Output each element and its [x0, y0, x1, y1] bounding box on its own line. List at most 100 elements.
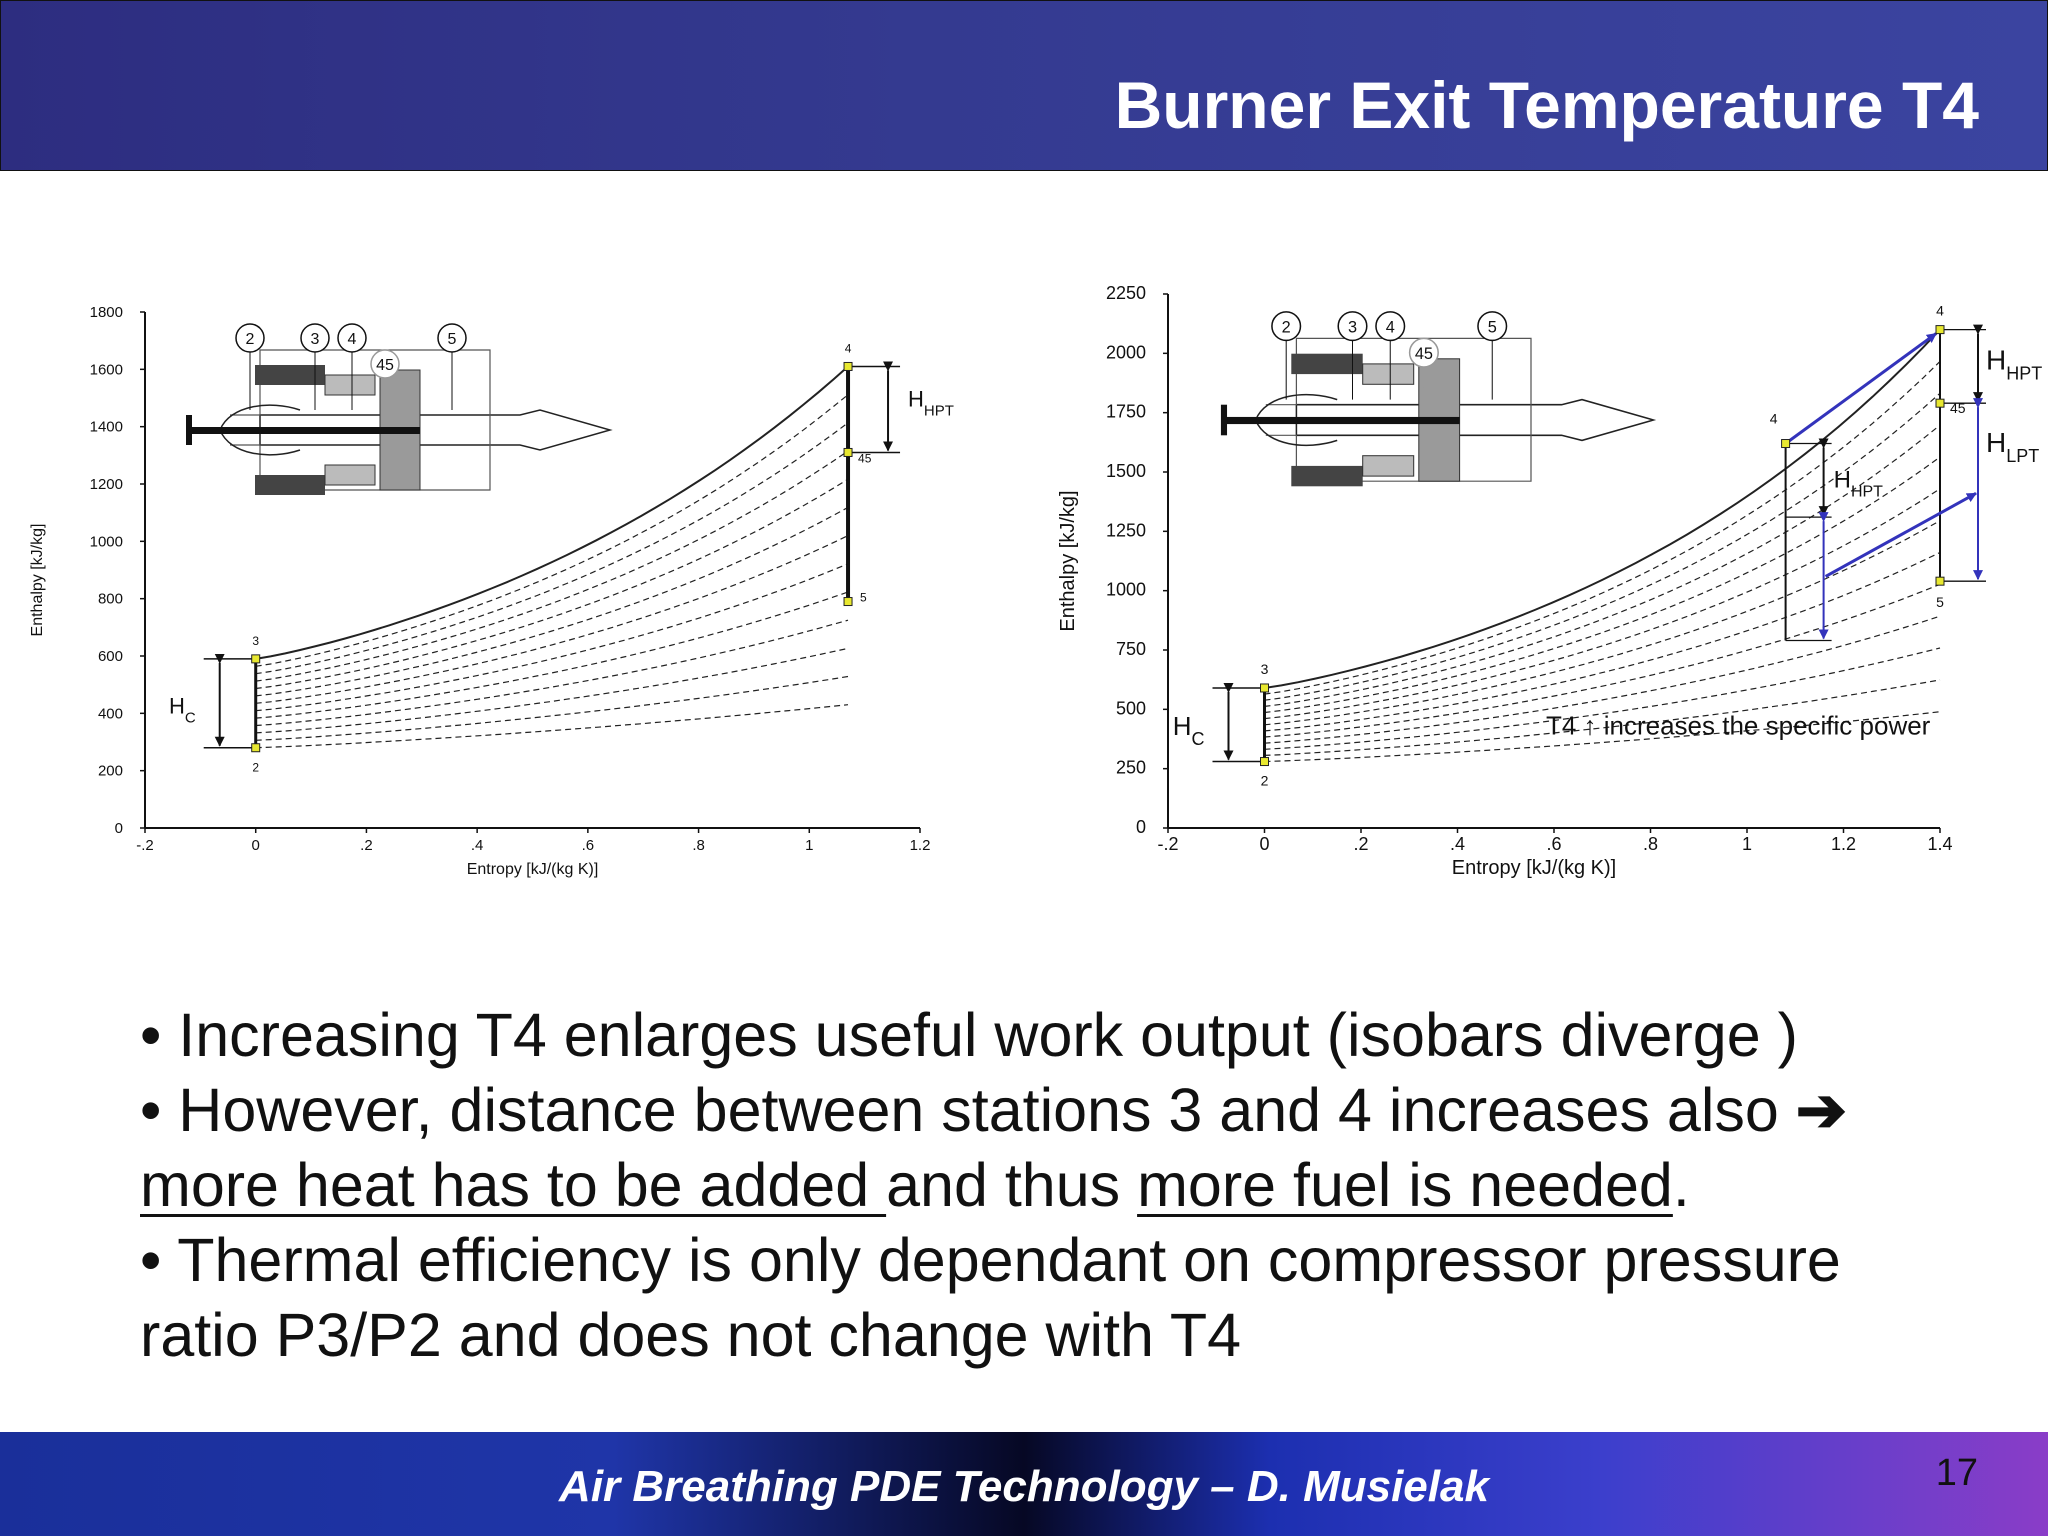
y-axis-label: Enthalpy [kJ/kg] [29, 524, 46, 637]
x-tick-label: .8 [692, 837, 705, 854]
bullet-text: • Increasing T4 enlarges useful work out… [140, 1001, 1798, 1069]
station-marker [1781, 439, 1791, 449]
station-circle-label: 5 [1488, 318, 1497, 336]
y-tick-label: 0 [1136, 817, 1146, 837]
isobar-line [255, 591, 849, 719]
station-circle [1408, 337, 1439, 368]
bullet-text: • Thermal efficiency is only dependant o… [140, 1226, 1841, 1294]
station-marker [1935, 325, 1945, 335]
y-tick-label: 2000 [1106, 342, 1146, 362]
y-tick-label: 1800 [90, 304, 123, 321]
engine-inset-icon: 2 3 4 45 5 [186, 323, 613, 495]
station-label: 3 [1261, 661, 1269, 677]
x-tick-label: .4 [471, 837, 484, 854]
y-tick-label: 1500 [1106, 461, 1146, 481]
bullet-line: more heat has to be added and thus more … [140, 1148, 1960, 1223]
y-tick-label: 1200 [90, 476, 123, 493]
right-arrow-icon: ➔ [1795, 1076, 1847, 1144]
x-tick-label: -.2 [136, 837, 154, 854]
station-circle-label: 4 [1386, 318, 1395, 336]
x-axis-label: Entropy [kJ/(kg K)] [1452, 857, 1617, 879]
bullet-text: and thus [886, 1151, 1138, 1219]
x-axis-label: Entropy [kJ/(kg K)] [467, 861, 599, 878]
station-label: 45 [858, 451, 872, 465]
isobar-line [1264, 615, 1941, 744]
page-number: 17 [1935, 1452, 1978, 1494]
bullet-line: • Thermal efficiency is only dependant o… [140, 1223, 1960, 1298]
extra-work-arrow [1824, 492, 1977, 578]
x-tick-label: 0 [1259, 834, 1269, 854]
isobar-line [255, 704, 849, 749]
y-tick-label: 1000 [1106, 580, 1146, 600]
isobar-line [1264, 392, 1941, 701]
bullet-line: ratio P3/P2 and does not change with T4 [140, 1298, 1960, 1373]
station-marker [1935, 398, 1945, 408]
isobar-line [1264, 488, 1941, 720]
isobar-line [255, 422, 849, 675]
y-tick-label: 2250 [1106, 283, 1146, 303]
isobar-line [255, 535, 849, 704]
station-label: 45 [1950, 400, 1966, 416]
y-tick-label: 250 [1116, 758, 1146, 778]
station-label: 3 [252, 634, 259, 648]
hs-diagrams: -.2 0 .2 .4 .6 .8 1 1.2 0 2 0 0 400 600 800 1000 1200 140… [29, 283, 2042, 879]
y-tick-label: 400 [98, 705, 123, 722]
isobar-line [255, 450, 849, 682]
isobar-line [255, 563, 849, 712]
hc-label: HC [169, 693, 196, 726]
bullet-text: . [1672, 1151, 1690, 1219]
x-tick-label: .6 [1546, 834, 1561, 854]
bullet-text: more fuel is needed [1137, 1151, 1673, 1219]
y-tick-label: 1400 [90, 419, 123, 436]
hhpt-label: HHPT [1986, 345, 2042, 384]
station-circle-label: 3 [311, 331, 320, 348]
station-label: 2 [252, 761, 259, 775]
x-tick-label: 1 [805, 837, 813, 854]
y-tick-label: 0 [115, 820, 123, 837]
station-marker [843, 597, 853, 607]
isobar-line [255, 647, 849, 734]
bullet-text: ratio P3/P2 and does not change with T4 [140, 1301, 1242, 1369]
isobar-line [1264, 520, 1941, 726]
isobar-line [255, 394, 849, 667]
note-text: T4 ↑ increases the specific power [1546, 710, 1931, 740]
station-label: 5 [1936, 594, 1944, 610]
station-marker [251, 743, 261, 753]
isobar-line [255, 478, 849, 690]
x-tick-label: 1.4 [1927, 834, 1952, 854]
y-tick-label: 600 [98, 648, 123, 665]
x-tick-label: 1.2 [910, 837, 931, 854]
station-marker [1260, 757, 1269, 767]
y-tick-label: 1000 [90, 533, 123, 550]
x-tick-label: -.2 [1157, 834, 1178, 854]
isobar-line [1264, 328, 1941, 689]
footer-bar: Air Breathing PDE Technology – D. Musiel… [0, 1432, 2048, 1536]
station-circle-label: 2 [1282, 318, 1291, 336]
station-label: 2 [1261, 773, 1269, 789]
station-circle-label: 2 [246, 331, 255, 348]
slide-title: Burner Exit Temperature T4 [1114, 68, 1979, 142]
x-tick-label: 0 [252, 837, 260, 854]
isobar-line [255, 675, 849, 741]
bullet-text: • However, distance between stations 3 a… [140, 1076, 1796, 1144]
bullet-line: • Increasing T4 enlarges useful work out… [140, 998, 1960, 1073]
isobar-line [1264, 679, 1941, 756]
y-tick-label: 1750 [1106, 402, 1146, 422]
hhpt-label: HHPT [908, 386, 954, 419]
station-marker [251, 654, 261, 664]
y-tick-label: 1250 [1106, 520, 1146, 540]
station-circle-label: 45 [376, 357, 394, 374]
isobar-line [1264, 551, 1941, 732]
station-circle-label: 4 [348, 331, 357, 348]
station-circle-label: 45 [1415, 345, 1433, 363]
bullet-text: more heat has to be added [140, 1151, 887, 1219]
station-label: 4 [1770, 411, 1778, 427]
y-tick-label: 800 [98, 591, 123, 608]
title-bar: Burner Exit Temperature T4 [0, 0, 2048, 171]
hhpt-label: HHPT [1834, 467, 1884, 501]
x-tick-label: .8 [1643, 834, 1658, 854]
x-tick-label: .6 [582, 837, 595, 854]
x-tick-label: 1.2 [1831, 834, 1856, 854]
isobar-line [255, 506, 849, 697]
x-tick-label: .2 [360, 837, 373, 854]
